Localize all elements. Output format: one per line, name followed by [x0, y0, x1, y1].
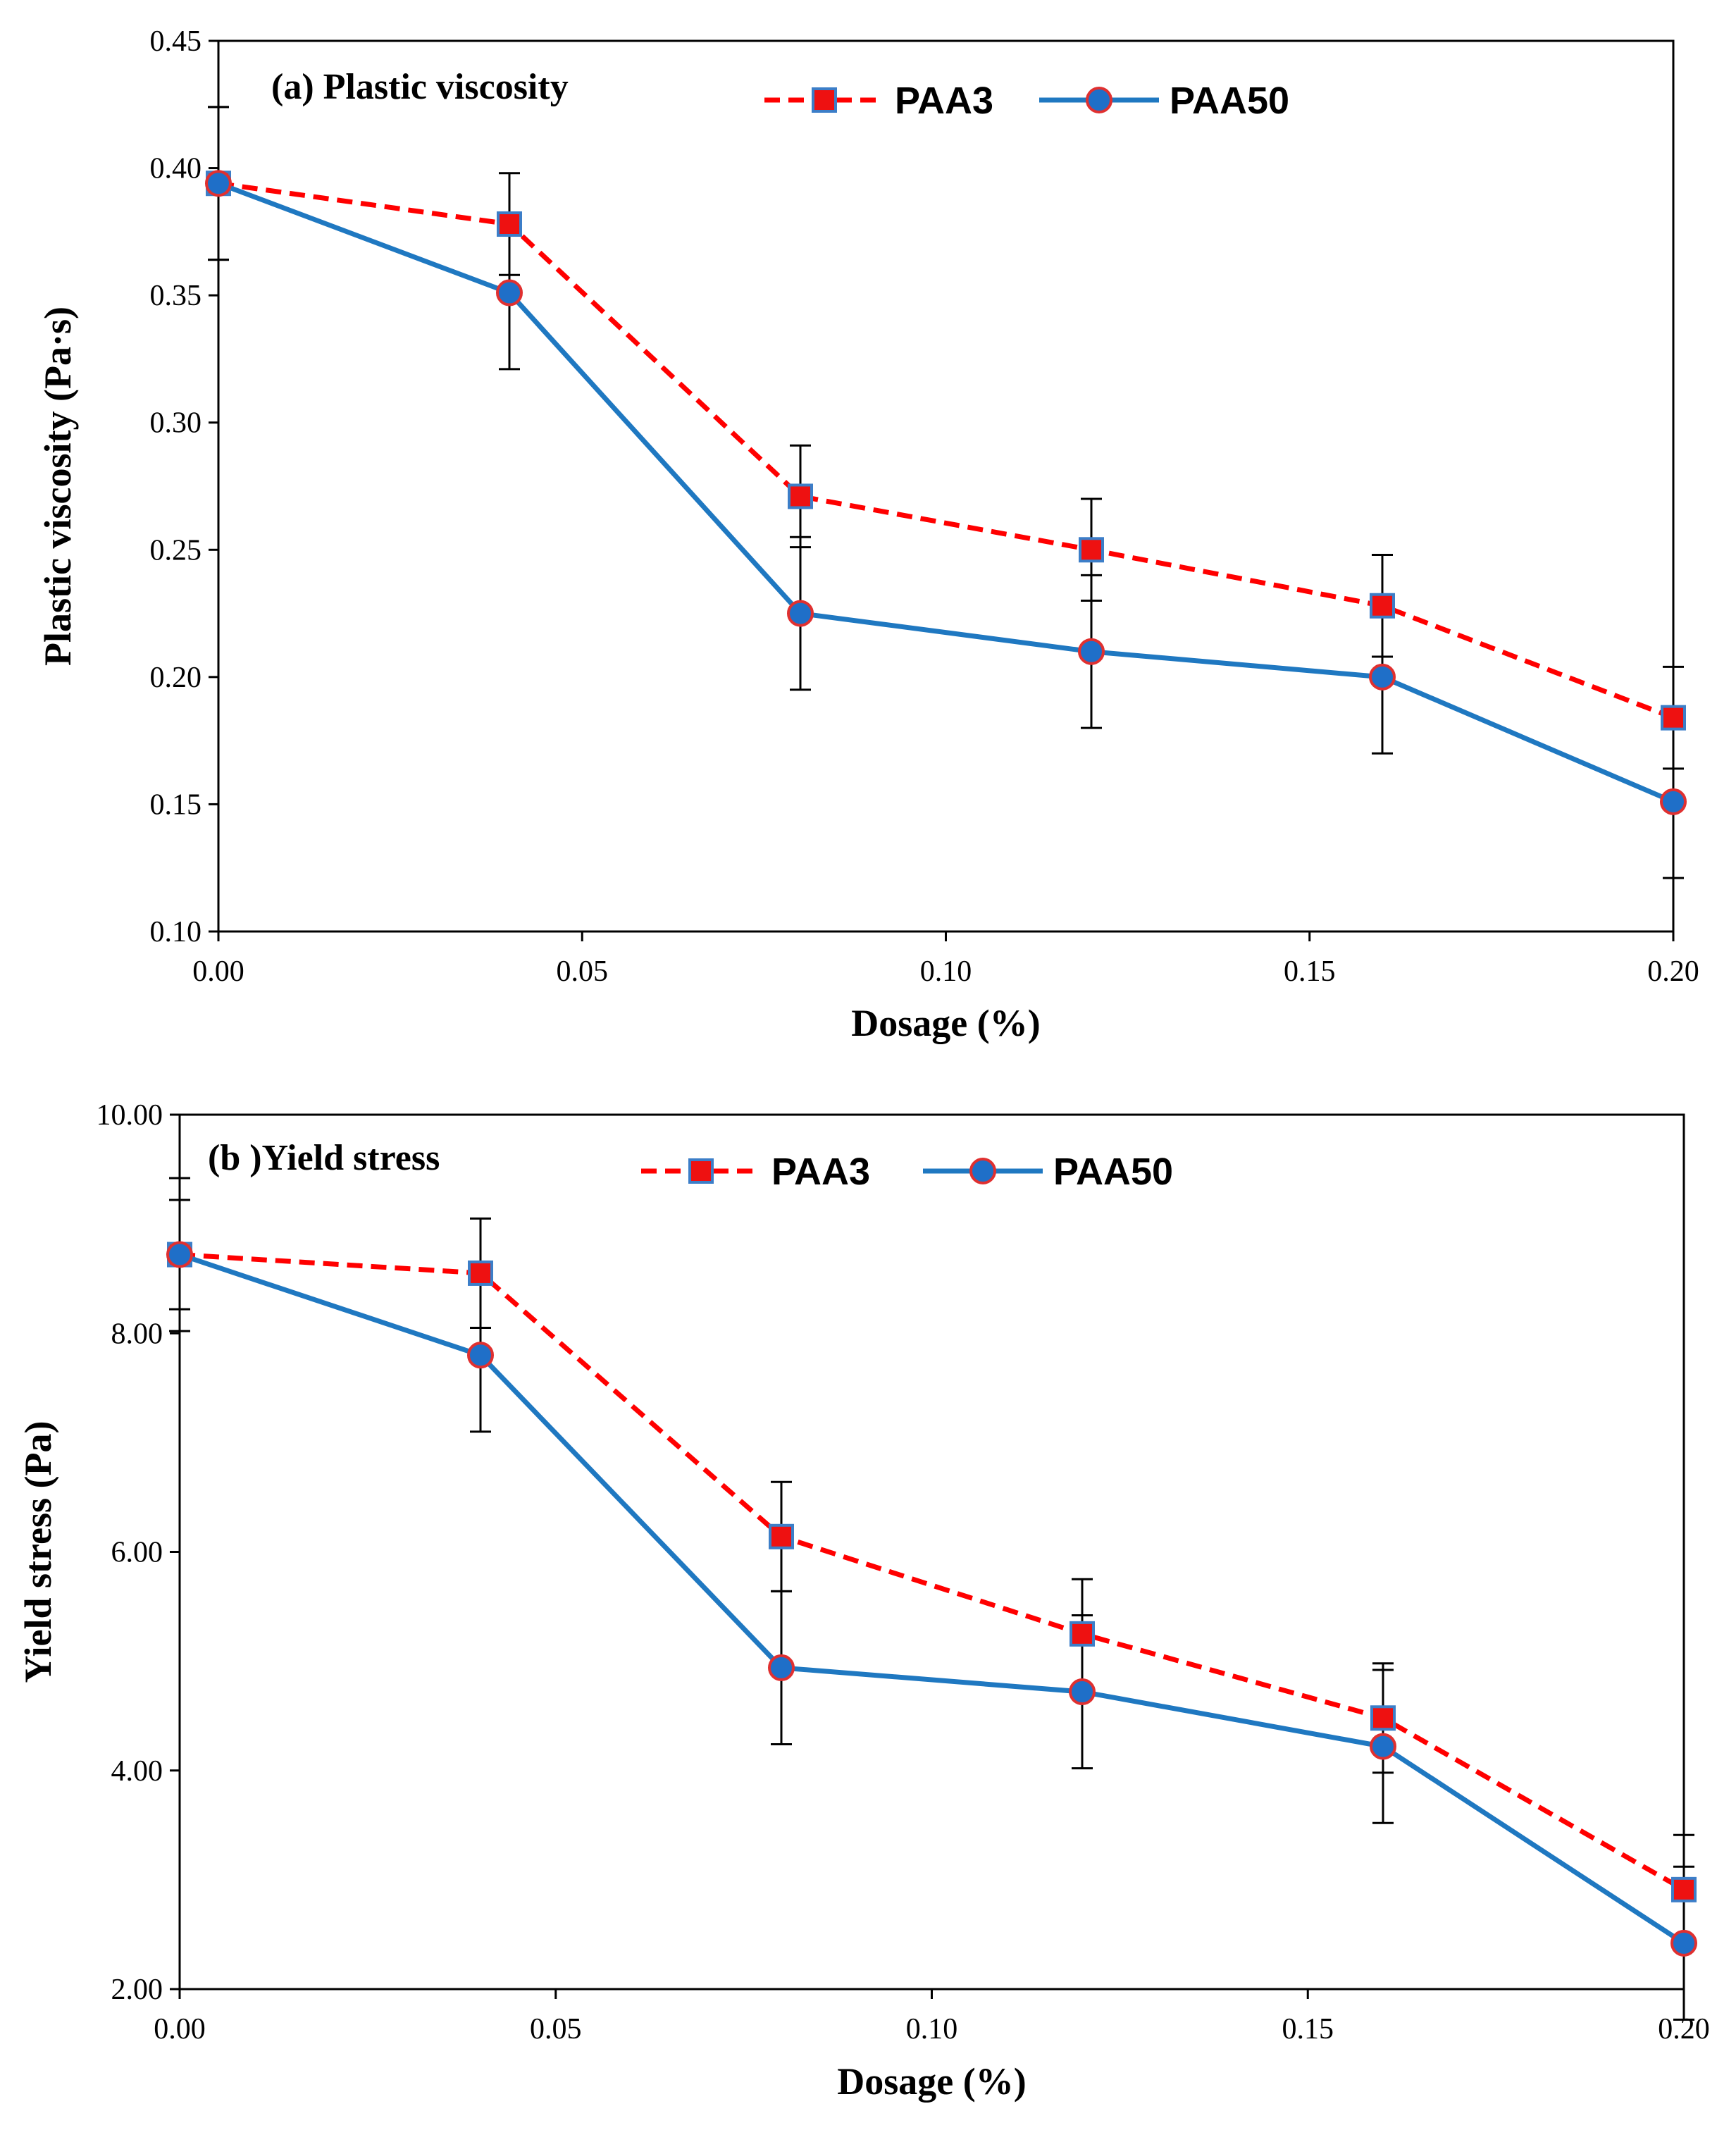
- y-tick-label: 0.15: [150, 788, 202, 821]
- marker-paa50: [467, 1342, 494, 1369]
- plot-frame: [178, 1113, 1685, 1991]
- marker-paa3: [1661, 705, 1686, 731]
- legend-marker-paa3: [688, 1158, 714, 1184]
- marker-paa3: [497, 211, 522, 237]
- y-tick-label: 2.00: [111, 1974, 163, 2006]
- x-tick-label: 0.10: [906, 2013, 958, 2045]
- marker-paa3: [1370, 1705, 1396, 1731]
- x-tick-label: 0.20: [1647, 955, 1699, 988]
- legend-marker-paa50: [1086, 87, 1112, 113]
- y-tick-label: 10.00: [97, 1099, 163, 1132]
- legend-marker-paa50: [969, 1158, 996, 1184]
- panel-title: (a) Plastic viscosity: [271, 67, 569, 107]
- marker-paa50: [1069, 1678, 1096, 1706]
- legend-label-paa50: PAA50: [1053, 1151, 1173, 1193]
- y-tick-label: 0.20: [150, 662, 202, 694]
- marker-paa50: [1370, 1733, 1396, 1760]
- x-axis-label: Dosage (%): [837, 2060, 1026, 2103]
- x-tick-label: 0.10: [920, 955, 972, 988]
- x-tick-label: 0.00: [192, 955, 244, 988]
- y-tick-label: 0.30: [150, 407, 202, 440]
- x-tick-label: 0.00: [154, 2013, 206, 2045]
- marker-paa50: [1369, 663, 1396, 691]
- marker-paa50: [205, 170, 232, 197]
- marker-paa3: [1671, 1876, 1697, 1902]
- x-tick-label: 0.05: [557, 955, 609, 988]
- y-tick-label: 0.45: [150, 25, 202, 58]
- y-axis-label: Yield stress (Pa): [17, 1421, 59, 1683]
- panel-title: (b )Yield stress: [208, 1138, 440, 1178]
- panel-yield-stress: 0.00 0.05 0.10 0.15 0.202.004.006.008.0010.0…: [17, 1099, 1710, 2103]
- marker-paa50: [1660, 788, 1687, 815]
- panel-plastic-viscosity: 0.00 0.05 0.10 0.15 0.20 0.10 0.15 0.20 0.25 0.30…: [37, 25, 1699, 1044]
- y-axis-label: Plastic viscosity (Pa·s): [37, 307, 79, 666]
- marker-paa50: [1670, 1929, 1697, 1957]
- marker-paa50: [1078, 638, 1105, 665]
- x-tick-label: 0.15: [1282, 2013, 1334, 2045]
- plot-frame: [217, 39, 1675, 933]
- series-line-paa3: [179, 1252, 1685, 1892]
- x-axis-label: Dosage (%): [851, 1002, 1040, 1044]
- marker-paa3: [788, 483, 813, 509]
- y-tick-label: 4.00: [111, 1755, 163, 1788]
- series-line-paa50: [217, 180, 1675, 805]
- legend-marker-paa3: [812, 87, 837, 113]
- marker-paa3: [1370, 593, 1395, 619]
- marker-paa3: [1070, 1621, 1095, 1647]
- marker-paa50: [496, 279, 523, 307]
- series-line-paa3: [218, 180, 1675, 720]
- marker-paa50: [768, 1654, 795, 1681]
- legend-label-paa50: PAA50: [1170, 80, 1289, 122]
- y-tick-label: 0.40: [150, 153, 202, 185]
- x-tick-label: 0.15: [1284, 955, 1336, 988]
- marker-paa3: [1079, 537, 1104, 563]
- marker-paa50: [787, 600, 814, 627]
- marker-paa50: [166, 1241, 193, 1268]
- marker-paa3: [769, 1523, 794, 1549]
- legend-label-paa3: PAA3: [771, 1151, 870, 1193]
- y-tick-label: 8.00: [111, 1318, 163, 1350]
- y-tick-label: 0.35: [150, 280, 202, 312]
- series-line-paa50: [178, 1252, 1685, 1945]
- x-tick-label: 0.05: [530, 2013, 582, 2045]
- y-tick-label: 0.25: [150, 534, 202, 567]
- y-tick-label: 6.00: [111, 1537, 163, 1569]
- y-tick-label: 0.10: [150, 916, 202, 948]
- legend-label-paa3: PAA3: [895, 80, 993, 122]
- marker-paa3: [468, 1260, 493, 1286]
